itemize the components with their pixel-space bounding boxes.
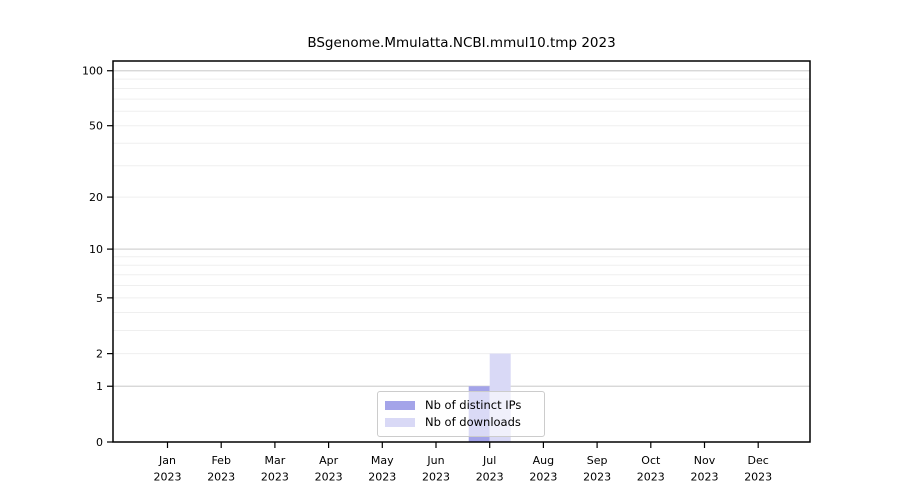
x-tick-label-month: Aug [533,454,554,467]
y-tick-label: 1 [96,380,103,393]
x-tick-label-year: 2023 [261,471,289,484]
legend-swatch-distinct-ips [385,401,415,411]
legend-swatch-downloads [385,417,415,427]
x-tick-label-month: Jul [482,454,496,467]
legend-label-distinct-ips: Nb of distinct IPs [425,398,522,412]
x-tick-label-month: Dec [748,454,769,467]
x-tick-label-year: 2023 [368,471,396,484]
legend-item-downloads: Nb of downloads [385,414,537,429]
chart-legend: Nb of distinct IPs Nb of downloads [377,391,545,437]
legend-label-downloads: Nb of downloads [425,414,521,429]
chart-title: BSgenome.Mmulatta.NCBI.mmul10.tmp 2023 [307,35,616,51]
x-tick-label-month: Sep [587,454,608,467]
x-tick-label-month: Jun [426,454,444,467]
y-tick-label: 2 [96,348,103,361]
y-tick-label: 0 [96,436,103,449]
x-tick-label-month: Jan [158,454,176,467]
legend-item-distinct-ips: Nb of distinct IPs [385,398,537,412]
x-tick-label-year: 2023 [637,471,665,484]
y-tick-label: 100 [82,65,103,78]
x-tick-label-month: Nov [694,454,716,467]
x-tick-label-year: 2023 [207,471,235,484]
y-tick-label: 10 [89,243,103,256]
y-tick-label: 5 [96,292,103,305]
x-tick-label-month: May [371,454,394,467]
x-tick-label-month: Apr [319,454,339,467]
x-tick-label-month: Feb [211,454,230,467]
x-tick-label-year: 2023 [583,471,611,484]
x-tick-label-year: 2023 [315,471,343,484]
x-tick-label-year: 2023 [691,471,719,484]
x-tick-label-year: 2023 [422,471,450,484]
x-tick-label-month: Mar [265,454,286,467]
x-tick-label-year: 2023 [476,471,504,484]
plot-frame [112,60,811,443]
y-tick-label: 20 [89,191,103,204]
x-tick-label-year: 2023 [744,471,772,484]
x-tick-label-year: 2023 [154,471,182,484]
x-tick-label-year: 2023 [529,471,557,484]
y-tick-label: 50 [89,120,103,133]
x-tick-label-month: Oct [641,454,661,467]
